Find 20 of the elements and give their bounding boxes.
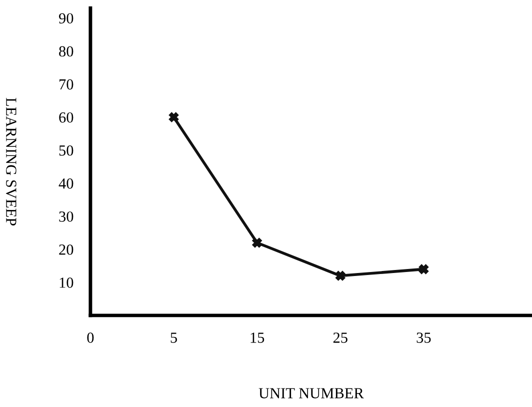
x-tick-label: 25 xyxy=(333,332,348,343)
y-tick-label: 70 xyxy=(60,79,74,90)
x-tick-label: 5 xyxy=(170,332,177,343)
x-tick-label: 15 xyxy=(250,332,264,343)
y-tick-label: 80 xyxy=(59,46,74,57)
point xyxy=(418,264,429,274)
y-axis-title: LEARNING SVEEP xyxy=(6,98,16,226)
y-tick-label: 10 xyxy=(60,278,74,288)
y-tick-label: 30 xyxy=(59,211,74,222)
point xyxy=(336,270,346,281)
x-tick-label: 0 xyxy=(87,332,94,343)
x-tick-label: 35 xyxy=(416,332,431,343)
point xyxy=(252,238,262,248)
y-tick-label: 60 xyxy=(59,112,74,123)
point xyxy=(168,112,179,122)
y-tick-label: 90 xyxy=(58,13,74,24)
y-tick-label: 50 xyxy=(59,145,74,156)
y-tick-label: 40 xyxy=(58,178,74,189)
y-tick-label: 20 xyxy=(59,244,74,255)
x-axis-title: UNIT NUMBER xyxy=(258,388,364,398)
